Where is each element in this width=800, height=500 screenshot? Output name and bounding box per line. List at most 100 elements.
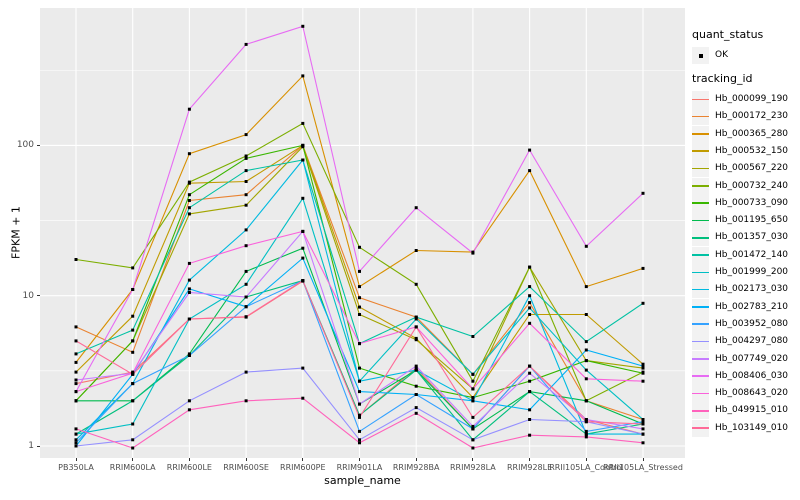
data-point [528,294,532,298]
y-tick-label: 1 [28,441,34,451]
x-tick-mark [585,458,587,461]
data-point [414,317,418,321]
x-tick-mark [415,458,417,461]
data-point [358,402,361,406]
data-point [187,212,191,216]
legend-key-line-icon [692,358,709,360]
legend-key-line-icon [692,409,709,412]
legend-key-Hb_000099_190 [692,91,709,108]
data-point [187,291,191,294]
data-point [641,379,645,383]
data-point [301,256,305,260]
x-tick-mark [529,458,531,461]
legend-item-label: Hb_103149_010 [715,422,789,433]
legend-key-line-icon [692,427,709,429]
data-point [528,285,532,289]
legend-key-line-icon [692,219,709,222]
data-point [641,366,645,370]
data-point [641,371,645,375]
data-point [187,352,191,356]
legend-key-Hb_000732_240 [692,177,709,195]
y-tick-label: 100 [16,140,34,151]
data-point [244,42,248,46]
legend-key-Hb_004297_080 [692,333,709,351]
legend-key-Hb_049915_010 [692,402,709,420]
x-tick-mark [472,458,474,461]
legend-key-line-icon [692,115,709,118]
data-point [584,348,588,352]
data-point [244,169,248,173]
legend-key-Hb_003952_080 [692,315,709,333]
data-point [358,313,361,316]
data-point [358,366,361,370]
data-point [131,399,135,403]
data-point [584,377,588,381]
data-point [641,191,645,195]
legend-item-label: Hb_007749_020 [715,353,789,364]
data-point [244,180,248,183]
legend-key-Hb_008643_020 [692,385,709,403]
data-point [187,152,191,156]
data-point [358,245,361,249]
plot-area [40,8,685,458]
data-point [414,282,418,286]
x-tick-label: RRIM928LA [450,463,496,472]
data-point [187,287,191,291]
x-tick-mark [642,458,644,461]
data-point [131,372,135,376]
data-point [584,435,588,439]
x-tick-label: RRII105LA_Stressed [603,463,683,472]
legend-key-line-icon [692,306,709,308]
x-tick-label: RRII105LA_Control [549,463,624,472]
data-point [528,313,532,316]
data-point [187,206,191,210]
legend-key-Hb_000172_230 [692,108,709,126]
y-axis-title: FPKM + 1 [9,206,23,259]
data-point [414,206,418,210]
plot-panel [40,8,685,458]
legend-key-line-icon [692,340,709,343]
data-point [641,427,645,431]
data-point [74,427,78,431]
legend-item-label: Hb_002173_030 [715,284,789,295]
data-point [641,418,645,421]
x-tick-label: RRIM600SE [223,463,269,472]
data-point [584,418,588,421]
data-point [641,362,645,366]
data-point [301,366,305,370]
data-point [528,306,532,310]
legend-key-Hb_001999_200 [692,264,709,281]
data-point [187,408,191,412]
legend-title-tracking-id: tracking_id [692,72,753,85]
data-point [358,438,361,442]
data-point [471,335,475,338]
legend-item-label: Hb_002783_210 [715,301,789,312]
data-point [414,393,418,396]
data-point [74,399,78,403]
data-point [471,379,475,383]
legend-item-label: Hb_000099_190 [715,94,789,104]
legend-item-label: Hb_001195_650 [715,215,789,226]
data-point [187,107,191,111]
x-tick-mark [188,458,190,461]
data-point [641,420,645,424]
data-point [358,413,361,417]
legend-key-Hb_001357_030 [692,229,709,247]
data-point [301,24,305,28]
data-point [471,446,475,450]
data-point [528,371,532,375]
data-point [74,360,78,364]
legend-item-label: Hb_008406_030 [715,370,789,381]
data-point [74,444,78,448]
data-point [244,370,248,374]
data-point [358,379,361,383]
data-point [74,382,78,386]
legend-key-line-icon [692,271,709,274]
data-point [471,396,475,400]
data-point [301,279,305,283]
data-point [414,249,418,252]
legend-item-label: Hb_000733_090 [715,197,789,208]
legend-key-Hb_007749_020 [692,350,709,368]
data-point [244,228,248,232]
x-tick-label: RRIM901LA [336,463,383,472]
